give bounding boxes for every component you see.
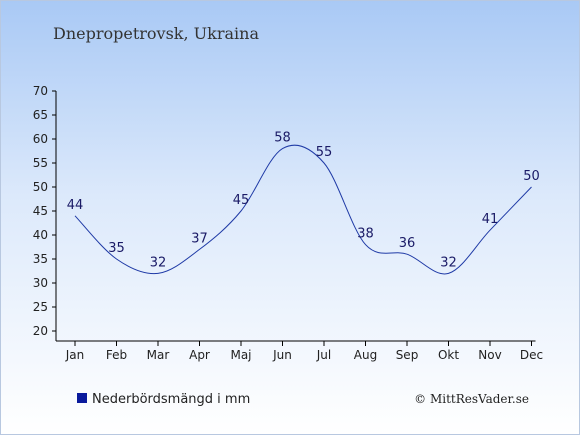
y-tick-label: 45	[33, 204, 48, 218]
data-label: 44	[67, 198, 84, 213]
x-tick-label: Apr	[189, 348, 210, 362]
y-tick-label: 50	[33, 180, 48, 194]
x-tick-label: Aug	[354, 348, 377, 362]
data-label: 41	[482, 212, 499, 227]
y-tick-label: 70	[33, 84, 48, 98]
y-tick-label: 60	[33, 132, 48, 146]
data-label: 32	[150, 255, 167, 270]
data-label: 37	[191, 231, 208, 246]
y-tick-label: 65	[33, 108, 48, 122]
data-labels: 44 35 32 37 45 58 55 38 36 32 41 50	[67, 131, 540, 271]
y-tick-label: 25	[33, 300, 48, 314]
data-label: 50	[523, 169, 540, 184]
data-label: 35	[108, 241, 125, 256]
x-tick-label: Jul	[316, 348, 331, 362]
y-tick-label: 20	[33, 324, 48, 338]
data-label: 58	[274, 131, 291, 146]
data-label: 45	[233, 193, 250, 208]
axes	[56, 91, 536, 341]
data-label: 36	[399, 236, 416, 251]
y-tick-label: 55	[33, 156, 48, 170]
x-tick-label: Okt	[438, 348, 459, 362]
x-tick-label: Mar	[147, 348, 170, 362]
data-label: 38	[357, 227, 374, 242]
x-tick-label: Sep	[396, 348, 419, 362]
legend-label: Nederbördsmängd i mm	[92, 392, 250, 407]
x-tick-label: Jun	[272, 348, 292, 362]
y-axis-ticks: 20 25 30 35 40 45 50 55 60 65 70	[33, 84, 56, 338]
x-tick-label: Nov	[478, 348, 501, 362]
legend-swatch	[77, 393, 87, 403]
x-tick-label: Feb	[106, 348, 127, 362]
y-tick-label: 35	[33, 252, 48, 266]
x-tick-label: Dec	[520, 348, 543, 362]
chart-title: Dnepropetrovsk, Ukraina	[53, 24, 259, 43]
x-axis-ticks: Jan Feb Mar Apr Maj Jun Jul Aug Sep Okt Nov Dec	[65, 341, 543, 362]
credit-text: © MittResVader.se	[414, 392, 529, 406]
x-tick-label: Maj	[230, 348, 251, 362]
data-label: 55	[316, 145, 333, 160]
y-tick-label: 30	[33, 276, 48, 290]
series-line-precipitation	[75, 145, 532, 274]
data-label: 32	[440, 255, 457, 270]
x-tick-label: Jan	[65, 348, 85, 362]
y-tick-label: 40	[33, 228, 48, 242]
